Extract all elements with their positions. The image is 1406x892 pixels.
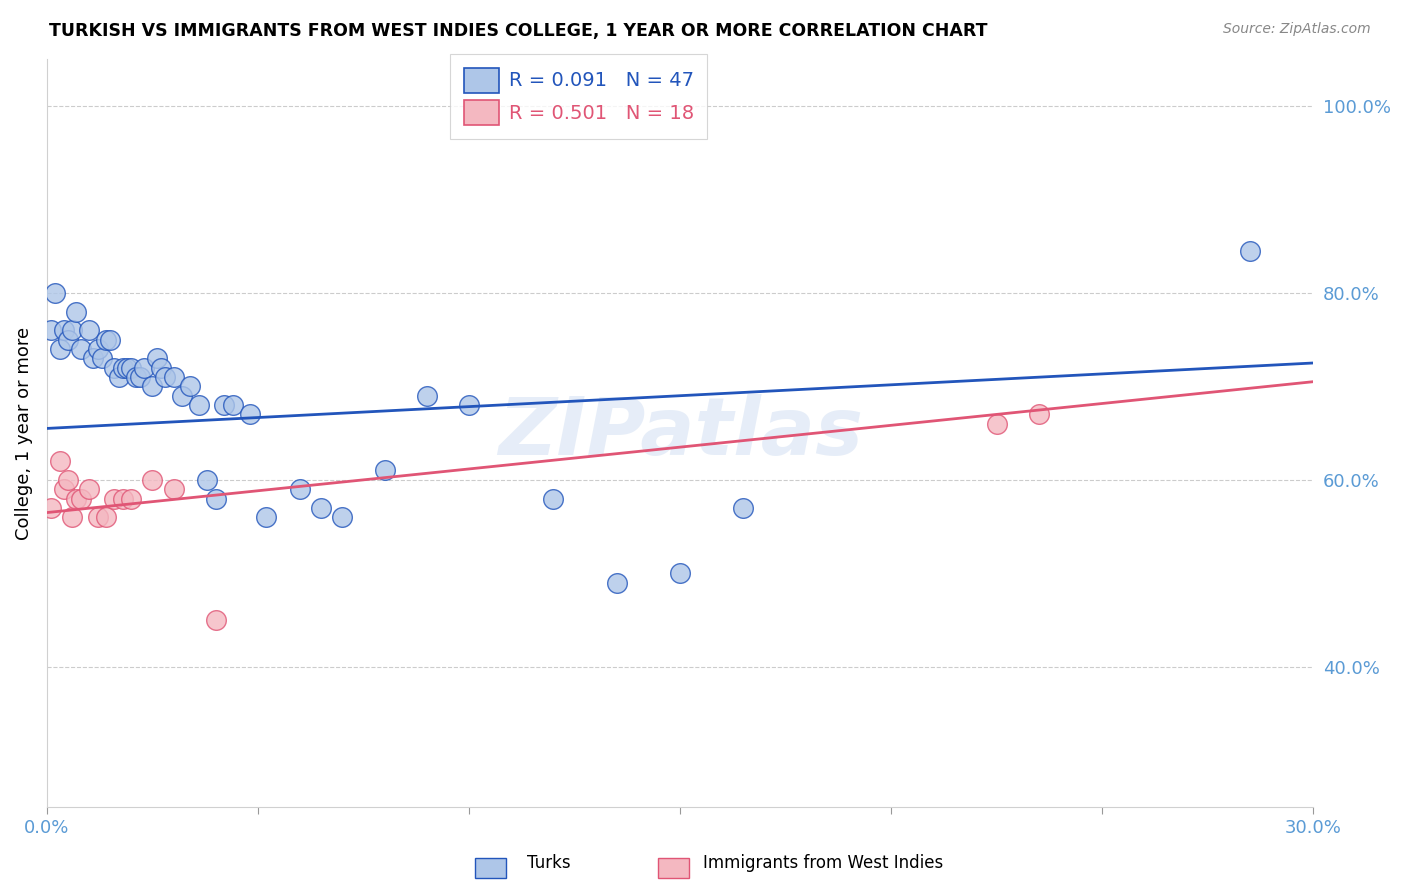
- Point: [107, 370, 129, 384]
- Point: [69, 342, 91, 356]
- Point: [153, 370, 176, 384]
- Point: [77, 323, 100, 337]
- Point: [212, 398, 235, 412]
- Point: [543, 491, 565, 506]
- Text: Turks: Turks: [527, 855, 571, 872]
- Point: [60, 323, 83, 337]
- Point: [124, 370, 146, 384]
- Point: [254, 510, 277, 524]
- Text: ZIPatlas: ZIPatlas: [498, 394, 863, 472]
- Point: [204, 491, 226, 506]
- Point: [162, 370, 184, 384]
- Point: [39, 323, 62, 337]
- Point: [179, 379, 201, 393]
- Legend: R = 0.091   N = 47, R = 0.501   N = 18: R = 0.091 N = 47, R = 0.501 N = 18: [450, 54, 707, 139]
- Y-axis label: College, 1 year or more: College, 1 year or more: [15, 326, 32, 540]
- Point: [103, 491, 125, 506]
- Point: [94, 510, 117, 524]
- Point: [733, 500, 755, 515]
- Text: Immigrants from West Indies: Immigrants from West Indies: [703, 855, 943, 872]
- Point: [187, 398, 209, 412]
- Point: [94, 333, 117, 347]
- Point: [103, 360, 125, 375]
- Point: [204, 613, 226, 627]
- Point: [69, 491, 91, 506]
- Point: [141, 379, 163, 393]
- Point: [120, 360, 142, 375]
- Point: [39, 500, 62, 515]
- Point: [128, 370, 150, 384]
- Point: [162, 482, 184, 496]
- Point: [111, 360, 134, 375]
- Point: [56, 473, 79, 487]
- Point: [52, 323, 75, 337]
- Point: [458, 398, 481, 412]
- Point: [60, 510, 83, 524]
- Point: [98, 333, 121, 347]
- Point: [86, 510, 108, 524]
- Text: TURKISH VS IMMIGRANTS FROM WEST INDIES COLLEGE, 1 YEAR OR MORE CORRELATION CHART: TURKISH VS IMMIGRANTS FROM WEST INDIES C…: [49, 22, 987, 40]
- Point: [82, 351, 104, 366]
- Point: [416, 389, 439, 403]
- Point: [374, 463, 396, 477]
- Point: [669, 566, 692, 581]
- Point: [90, 351, 112, 366]
- Point: [170, 389, 193, 403]
- Point: [149, 360, 172, 375]
- Text: Source: ZipAtlas.com: Source: ZipAtlas.com: [1223, 22, 1371, 37]
- Point: [56, 333, 79, 347]
- Point: [238, 408, 260, 422]
- Point: [221, 398, 243, 412]
- Point: [195, 473, 218, 487]
- Point: [1028, 408, 1050, 422]
- Point: [77, 482, 100, 496]
- Point: [606, 575, 628, 590]
- Point: [145, 351, 167, 366]
- Point: [1239, 244, 1261, 258]
- Point: [52, 482, 75, 496]
- Point: [48, 454, 70, 468]
- Point: [132, 360, 155, 375]
- Point: [986, 417, 1008, 431]
- Point: [115, 360, 138, 375]
- Point: [48, 342, 70, 356]
- Point: [288, 482, 311, 496]
- Point: [120, 491, 142, 506]
- Point: [86, 342, 108, 356]
- Point: [332, 510, 354, 524]
- Point: [311, 500, 333, 515]
- Point: [65, 491, 87, 506]
- Point: [65, 304, 87, 318]
- Point: [44, 285, 66, 300]
- Point: [141, 473, 163, 487]
- Point: [111, 491, 134, 506]
